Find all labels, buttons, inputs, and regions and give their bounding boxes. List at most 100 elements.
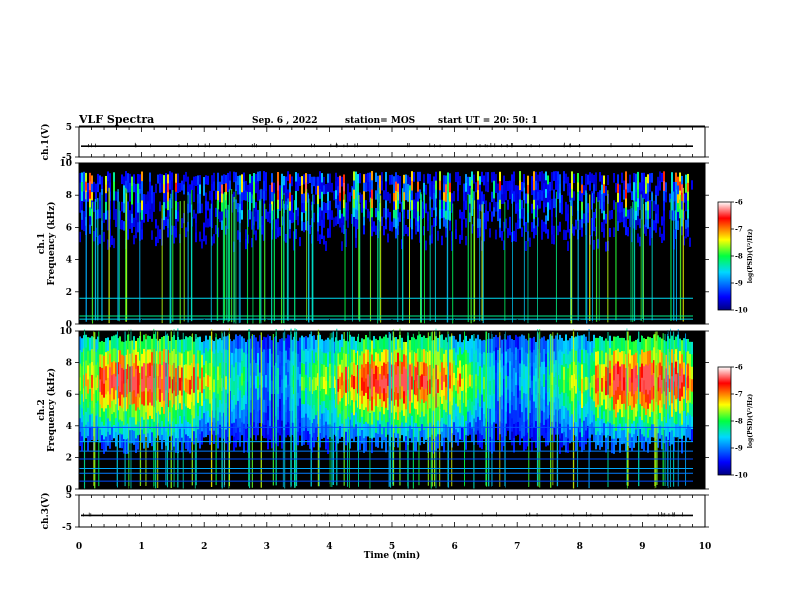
spectrogram-cell xyxy=(365,334,367,350)
spectrogram-cell xyxy=(179,352,181,366)
spectrogram-cell xyxy=(287,384,289,398)
spectrogram-cell xyxy=(397,352,399,367)
spectrogram-cell xyxy=(137,379,139,395)
spectrogram-cell xyxy=(209,403,211,418)
spectrogram-cell xyxy=(233,422,235,438)
spectrogram-cell xyxy=(313,391,315,406)
spectrogram-cell xyxy=(321,219,323,230)
spectrogram-cell xyxy=(631,396,633,411)
spectrogram-cell xyxy=(213,234,215,244)
spectrogram-cell xyxy=(537,183,539,193)
spectrogram-cell xyxy=(339,339,341,353)
spectrogram-cell xyxy=(469,398,471,411)
spectrogram-cell xyxy=(513,395,515,411)
spectrogram-cell xyxy=(181,367,183,383)
spectrogram-cell xyxy=(273,182,275,193)
spectrogram-cell xyxy=(619,184,621,195)
spectrogram-cell xyxy=(351,362,353,376)
spectrogram-cell xyxy=(455,219,457,230)
spectrogram-cell xyxy=(629,349,631,365)
spectrogram-cell xyxy=(231,411,233,424)
spectrogram-cell xyxy=(505,399,507,413)
spectrogram-cell xyxy=(681,410,683,426)
spectrogram-cell xyxy=(567,222,569,233)
spectrogram-cell xyxy=(635,173,637,184)
spectrogram-cell xyxy=(171,365,173,380)
spectrogram-cell xyxy=(525,407,527,422)
spectrogram-cell xyxy=(409,376,411,390)
spectrogram-cell xyxy=(559,183,561,194)
spectrogram-cell xyxy=(217,380,219,395)
spectrogram-cell xyxy=(85,373,87,387)
spectrogram-cell xyxy=(669,210,671,220)
spectrogram-cell xyxy=(675,349,677,363)
spectrogram-cell xyxy=(357,393,359,409)
spectrogram-cell xyxy=(317,194,319,205)
spectrogram-cell xyxy=(243,190,245,201)
spectrogram-cell xyxy=(443,183,445,193)
spectrogram-cell xyxy=(419,334,421,349)
spectrogram-cell xyxy=(691,341,693,355)
spectrogram-cell xyxy=(347,201,349,211)
spectrogram-cell xyxy=(181,339,183,354)
spectrogram-cell xyxy=(225,389,227,404)
spectrogram-cell xyxy=(609,373,611,387)
spectrogram-cell xyxy=(389,390,391,405)
spectrogram-cell xyxy=(415,367,417,382)
spectrogram-cell xyxy=(495,410,497,424)
spectrogram-cell xyxy=(259,397,261,411)
spectrogram-cell xyxy=(173,225,175,235)
spectrogram-cell xyxy=(267,211,269,222)
spectrogram-cell xyxy=(359,192,361,203)
spectrogram-cell xyxy=(683,398,685,412)
spectrogram-cell xyxy=(227,408,229,424)
spectrogram-cell xyxy=(565,393,567,409)
spectrogram-cell xyxy=(241,183,243,193)
spectrogram-cell xyxy=(625,354,627,369)
spectrogram-cell xyxy=(665,409,667,424)
spectrogram-cell xyxy=(567,382,569,397)
spectrogram-cell xyxy=(503,405,505,420)
spectrogram-cell xyxy=(239,432,241,447)
spectrogram-cell xyxy=(85,360,87,374)
spectrogram-cell xyxy=(649,182,651,192)
spectrogram-cell xyxy=(135,210,137,221)
spectrogram-cell xyxy=(515,231,517,242)
spectrogram-cell xyxy=(395,181,397,192)
spectrogram-cell xyxy=(495,334,497,348)
spectrogram-cell xyxy=(105,184,107,194)
spectrogram-cell xyxy=(575,379,577,395)
spectrogram-cell xyxy=(317,213,319,223)
spectrogram-cell xyxy=(683,423,685,436)
spectrogram-cell xyxy=(141,404,143,418)
spectrogram-cell xyxy=(501,409,503,424)
spectrogram-cell xyxy=(351,400,353,414)
spectrogram-cell xyxy=(585,363,587,378)
spectrogram-cell xyxy=(345,202,347,212)
spectrogram-cell xyxy=(151,365,153,380)
spectrogram-cell xyxy=(351,374,353,388)
spectrogram-cell xyxy=(197,175,199,186)
spectrogram-cell xyxy=(489,228,491,238)
spectrogram-cell xyxy=(277,342,279,356)
spectrogram-cell xyxy=(391,376,393,390)
spectrogram-cell xyxy=(477,209,479,220)
spectrogram-cell xyxy=(361,194,363,204)
spectrogram-cell xyxy=(175,354,177,369)
spectrogram-cell xyxy=(217,172,219,183)
spectrogram-cell xyxy=(161,378,163,394)
spectrogram-cell xyxy=(325,339,327,354)
spectrogram-cell xyxy=(283,366,285,380)
spectrogram-cell xyxy=(527,353,529,368)
spectrogram-cell xyxy=(433,184,435,194)
spectrogram-cell xyxy=(161,174,163,184)
spectrogram-cell xyxy=(175,218,177,229)
spectrogram-cell xyxy=(481,354,483,369)
spectrogram-cell xyxy=(507,362,509,377)
spectrogram-cell xyxy=(323,176,325,186)
spectrogram-cell xyxy=(175,382,177,397)
spectrogram-cell xyxy=(241,410,243,423)
spectrogram-cell xyxy=(535,368,537,383)
spectrogram-cell xyxy=(549,200,551,210)
spectrogram-cell xyxy=(393,184,395,194)
